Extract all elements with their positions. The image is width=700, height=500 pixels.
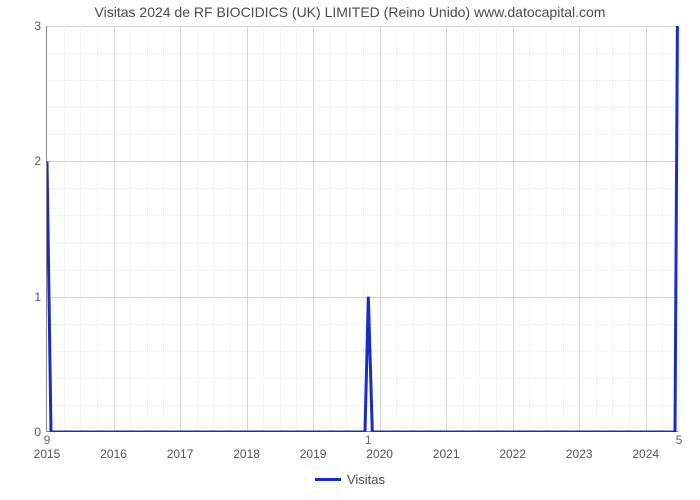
data-point-label: 9 xyxy=(44,431,51,447)
legend: Visitas xyxy=(0,472,700,487)
series-line xyxy=(47,26,679,432)
x-tick-label: 2021 xyxy=(433,431,460,461)
y-tick-label: 3 xyxy=(34,19,47,33)
x-tick-label: 2019 xyxy=(300,431,327,461)
legend-label: Visitas xyxy=(347,472,385,487)
plot-area: 0123201520162017201820192020202120222023… xyxy=(46,26,678,432)
data-point-label: 5 xyxy=(676,431,683,447)
x-tick-label: 2022 xyxy=(499,431,526,461)
y-tick-label: 2 xyxy=(34,154,47,168)
grid-line-v-minor xyxy=(679,26,680,431)
chart-title: Visitas 2024 de RF BIOCIDICS (UK) LIMITE… xyxy=(0,4,700,20)
data-point-label: 1 xyxy=(365,431,372,447)
legend-line xyxy=(315,478,341,481)
y-tick-label: 1 xyxy=(34,290,47,304)
x-tick-label: 2016 xyxy=(100,431,127,461)
x-tick-label: 2018 xyxy=(233,431,260,461)
x-tick-label: 2023 xyxy=(566,431,593,461)
chart-container: Visitas 2024 de RF BIOCIDICS (UK) LIMITE… xyxy=(0,0,700,500)
x-tick-label: 2024 xyxy=(632,431,659,461)
x-tick-label: 2017 xyxy=(167,431,194,461)
